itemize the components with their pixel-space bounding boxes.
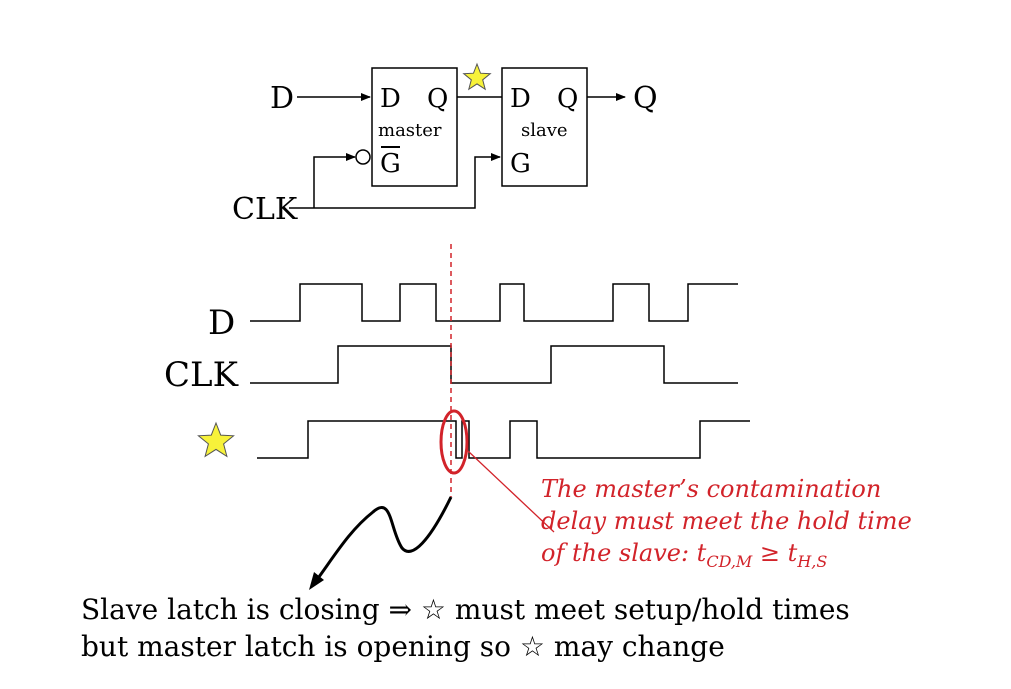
note-leader-line: [467, 450, 555, 533]
clk-to-master-wire: [313, 153, 356, 208]
hold-time-highlight: [439, 409, 469, 475]
star-node-icon: [462, 62, 492, 91]
caption-line-2: but master latch is opening so ☆ may cha…: [81, 630, 725, 663]
curvy-arrow-head-icon: [309, 572, 324, 590]
wave-clk-label: CLK: [164, 355, 239, 395]
inverter-bubble: [355, 149, 371, 165]
hold-time-note: The master’s contamination delay must me…: [541, 475, 912, 571]
caption-line-1: Slave latch is closing ⇒ ☆ must meet set…: [81, 593, 850, 626]
note-line-3-prefix: of the slave: t: [541, 539, 707, 567]
master-d-pin: D: [380, 84, 401, 114]
wave-d: [250, 283, 738, 322]
note-ge: ≥ t: [752, 539, 797, 567]
curvy-arrow: [314, 496, 453, 582]
note-line-3: of the slave: tCD,M ≥ tH,S: [541, 539, 827, 571]
master-g-pin: G: [380, 149, 401, 179]
master-latch-box: [371, 67, 458, 187]
wave-star: [257, 420, 750, 459]
circuit: D D Q master G D Q slave G Q CLK: [232, 62, 658, 227]
master-name: master: [378, 120, 442, 141]
wave-clk: [250, 345, 738, 384]
slave-latch-box: [501, 67, 588, 187]
slave-q-pin: Q: [557, 84, 578, 114]
input-d-label: D: [270, 81, 294, 116]
clk-label: CLK: [232, 192, 298, 227]
note-line-2: delay must meet the hold time: [541, 507, 912, 535]
note-sub-cd: CD,M: [706, 552, 753, 571]
master-q-pin: Q: [427, 84, 448, 114]
wave-d-label: D: [208, 303, 235, 343]
timing-diagram: D CLK: [164, 244, 750, 533]
slave-d-pin: D: [510, 84, 531, 114]
output-q-label: Q: [633, 81, 658, 116]
caption: Slave latch is closing ⇒ ☆ must meet set…: [81, 593, 850, 663]
slave-name: slave: [521, 120, 568, 141]
note-line-1: The master’s contamination: [541, 475, 881, 503]
clk-to-slave-wire: [289, 153, 501, 209]
note-sub-hs: H,S: [796, 552, 827, 571]
wave-star-label-icon: [197, 421, 235, 458]
slave-g-pin: G: [510, 149, 531, 179]
